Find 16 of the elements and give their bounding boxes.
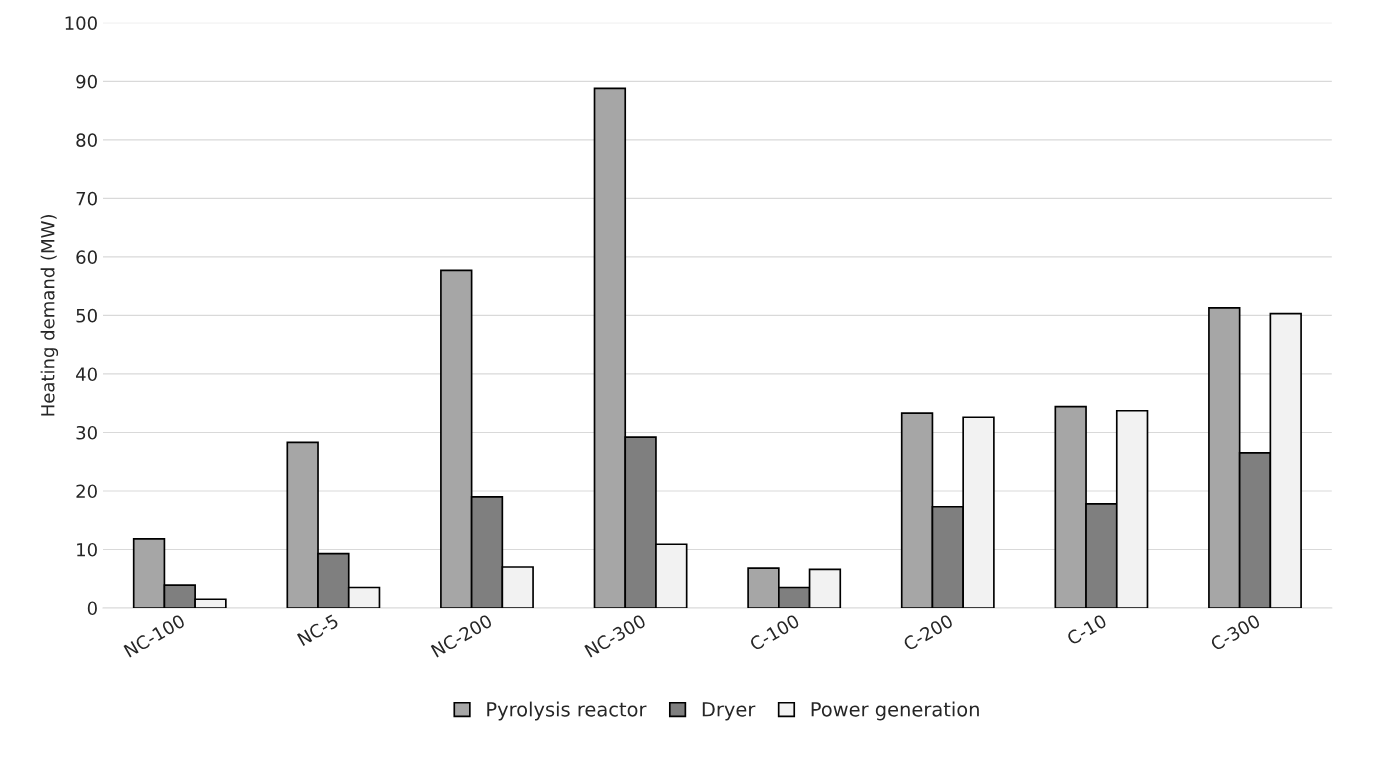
y-tick-label: 100 — [65, 16, 97, 30]
y-tick-label: 20 — [76, 484, 97, 499]
y-tick-label: 50 — [76, 308, 97, 323]
y-tick-label: 0 — [87, 601, 97, 616]
y-tick-label: 90 — [76, 74, 97, 89]
x-tick-label: C-10 — [1065, 613, 1108, 646]
y-tick-label: 10 — [77, 542, 97, 557]
y-tick-label: 60 — [76, 250, 97, 264]
y-tick-label: 30 — [76, 425, 97, 440]
legend-label: Power generation — [811, 701, 979, 721]
y-axis-title: Heating demand (MW) — [40, 215, 59, 416]
legend-label: Pyrolysis reactor — [487, 701, 647, 721]
legend-label: Dryer — [702, 702, 756, 721]
y-tick-label: 80 — [76, 133, 97, 147]
y-tick-label: 70 — [76, 191, 97, 206]
y-tick-label: 40 — [76, 367, 97, 382]
